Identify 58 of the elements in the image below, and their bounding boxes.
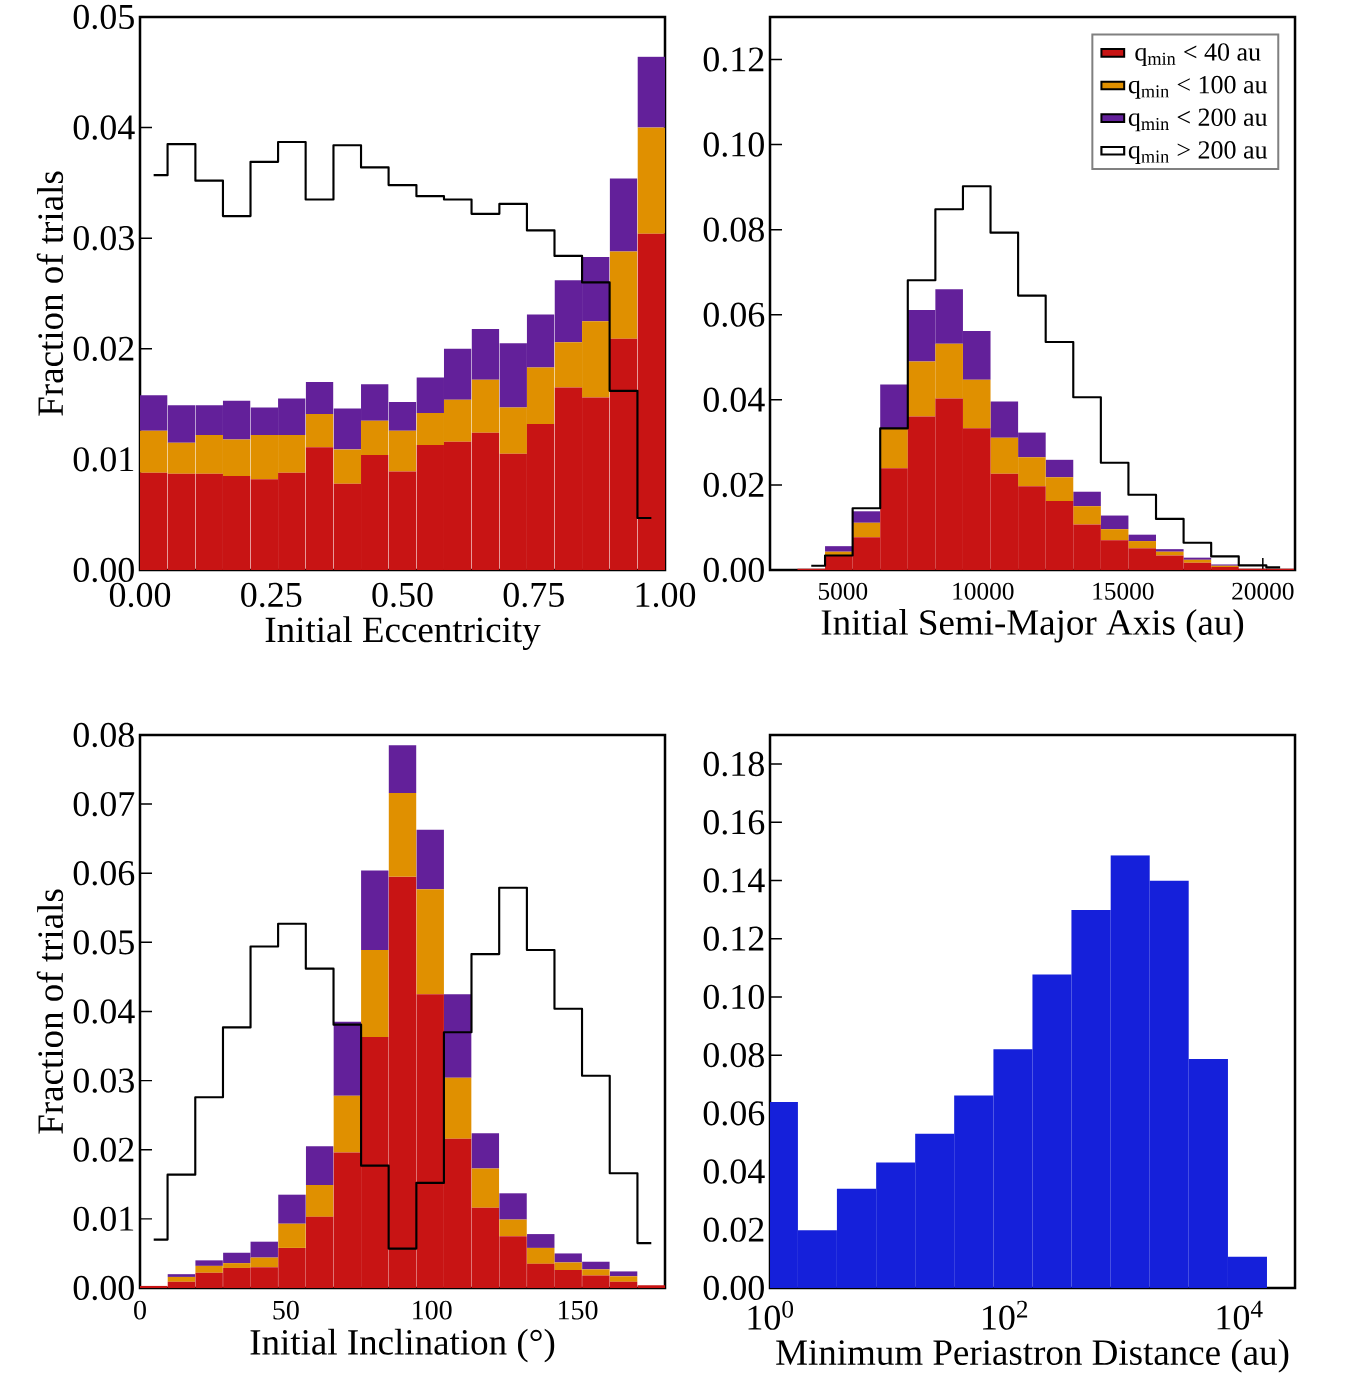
y-tick-label: 0.05 [73,4,134,30]
x-tick-label: 20000 [1232,582,1294,600]
x-tick-label: 0.75 [503,582,564,608]
x-tick-label: 0.50 [372,582,433,608]
y-tick-label: 0.00 [73,1275,134,1301]
y-tick-label: 0.00 [703,1275,764,1301]
x-axis-title: Minimum Periastron Distance (au) [776,1339,1289,1373]
x-tick-label: 0.25 [241,582,302,608]
legend-label: q$_{min}$ < 100 au [1128,75,1268,99]
y-tick-label: 0.06 [703,1101,765,1126]
y-tick-label: 0.04 [703,1159,765,1184]
x-tick-label: 50 [273,1300,299,1320]
x-axis-title: Initial Eccentricity [265,616,541,650]
x-tick-label: 10000 [953,582,1014,600]
legend-label: q$_{min}$ < 40 au [1135,43,1261,67]
x-tick-label: 150 [558,1300,598,1320]
y-tick-label: 0.08 [73,722,134,748]
x-tick-label: 0 [134,1300,146,1320]
y-tick-label: 0.16 [703,810,765,835]
x-tick-label: 100 [413,1300,452,1320]
y-tick-label: 0.04 [703,387,765,413]
y-tick-label: 0.00 [703,557,764,583]
x-axis-title: Initial Inclination (°) [250,1328,555,1363]
x-tick-label: 10$^{4}$ [1217,1300,1263,1330]
y-tick-label: 0.07 [73,791,135,817]
y-tick-label: 0.01 [73,447,134,472]
y-axis-title: Fraction of trials [36,889,64,1134]
y-tick-label: 0.12 [703,47,764,72]
y-tick-label: 0.02 [73,336,134,361]
x-tick-label: 0.00 [109,582,171,608]
y-tick-label: 0.02 [703,1217,764,1243]
y-tick-label: 0.04 [73,999,135,1024]
x-tick-label: 1.00 [636,582,696,608]
y-tick-label: 0.14 [703,868,765,893]
y-tick-label: 0.01 [73,1206,134,1232]
y-tick-label: 0.04 [73,115,135,140]
y-tick-label: 0.10 [703,984,764,1010]
x-tick-label: 15000 [1093,582,1154,600]
x-tick-label: 10$^{2}$ [983,1300,1028,1330]
y-tick-label: 0.18 [703,751,764,777]
y-tick-label: 0.10 [703,132,764,157]
y-tick-label: 0.05 [73,930,134,955]
legend-label: q$_{min}$ < 200 au [1128,108,1268,132]
x-axis-title: Initial Semi-Major Axis (au) [821,608,1244,643]
y-tick-label: 0.12 [703,926,764,951]
y-tick-label: 0.02 [703,472,764,498]
x-tick-label: 10$^{0}$ [748,1300,794,1330]
x-tick-label: 5000 [818,582,868,600]
y-tick-label: 0.03 [73,225,134,251]
legend-label: q$_{min}$ > 200 au [1128,141,1268,164]
y-tick-label: 0.06 [73,861,135,886]
y-tick-label: 0.08 [703,1042,764,1068]
y-tick-label: 0.08 [703,217,764,242]
y-axis-title: Fraction of trials [36,171,64,416]
y-tick-label: 0.06 [703,302,765,327]
y-tick-label: 0.03 [73,1068,134,1093]
y-tick-label: 0.00 [73,557,134,583]
y-tick-label: 0.02 [73,1137,134,1162]
